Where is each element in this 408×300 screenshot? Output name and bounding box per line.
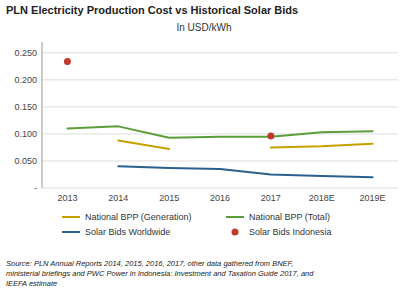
legend: National BPP (Generation) National BPP (T… [62, 212, 332, 237]
plot-area [64, 58, 373, 177]
x-tick-label: 2015 [159, 193, 179, 203]
y-tick-label: 0.200 [14, 75, 37, 85]
grid-line [42, 188, 398, 189]
y-tick-label: 0.250 [14, 48, 37, 58]
y-tick-label: 0.150 [14, 102, 37, 112]
title: PLN Electricity Production Cost vs Histo… [6, 4, 298, 16]
grid-line [42, 52, 398, 53]
legend-label: Solar Bids Worldwide [85, 227, 170, 237]
y-tick-label: 0.100 [14, 129, 37, 139]
x-tick-label: 2014 [108, 193, 128, 203]
legend-swatch [62, 216, 80, 218]
x-tick-label: 2016 [210, 193, 230, 203]
x-axis: 2013 2014 2015 2016 2017 2018E 2019E [57, 193, 385, 203]
grid-line [42, 106, 398, 107]
grid-line [42, 79, 398, 80]
grid-line [42, 133, 398, 134]
legend-label: Solar Bids Indonesia [249, 227, 332, 237]
point [64, 58, 71, 65]
x-tick-label: 2018E [309, 193, 335, 203]
x-tick-label: 2017 [261, 193, 281, 203]
legend-swatch [232, 229, 239, 236]
line [118, 140, 169, 149]
x-tick-label: 2019E [360, 193, 386, 203]
legend-swatch [226, 216, 244, 218]
line [271, 144, 373, 148]
grid-line [42, 160, 398, 161]
legend-swatch [62, 231, 80, 233]
source: Source: PLN Annual Reports 2014, 2015, 2… [6, 259, 314, 288]
legend-label: National BPP (Generation) [85, 212, 191, 222]
y-tick-label: 0.050 [14, 156, 37, 166]
point [267, 133, 274, 140]
line [67, 126, 372, 137]
subtitle: In USD/kWh [176, 22, 231, 33]
line [118, 166, 372, 177]
y-axis-line [42, 42, 43, 188]
chart: PLN Electricity Production Cost vs Histo… [0, 0, 408, 300]
y-tick-label: - [34, 183, 37, 193]
legend-label: National BPP (Total) [249, 212, 330, 222]
y-axis: - 0.050 0.100 0.150 0.200 0.250 [14, 42, 398, 193]
x-tick-label: 2013 [57, 193, 77, 203]
